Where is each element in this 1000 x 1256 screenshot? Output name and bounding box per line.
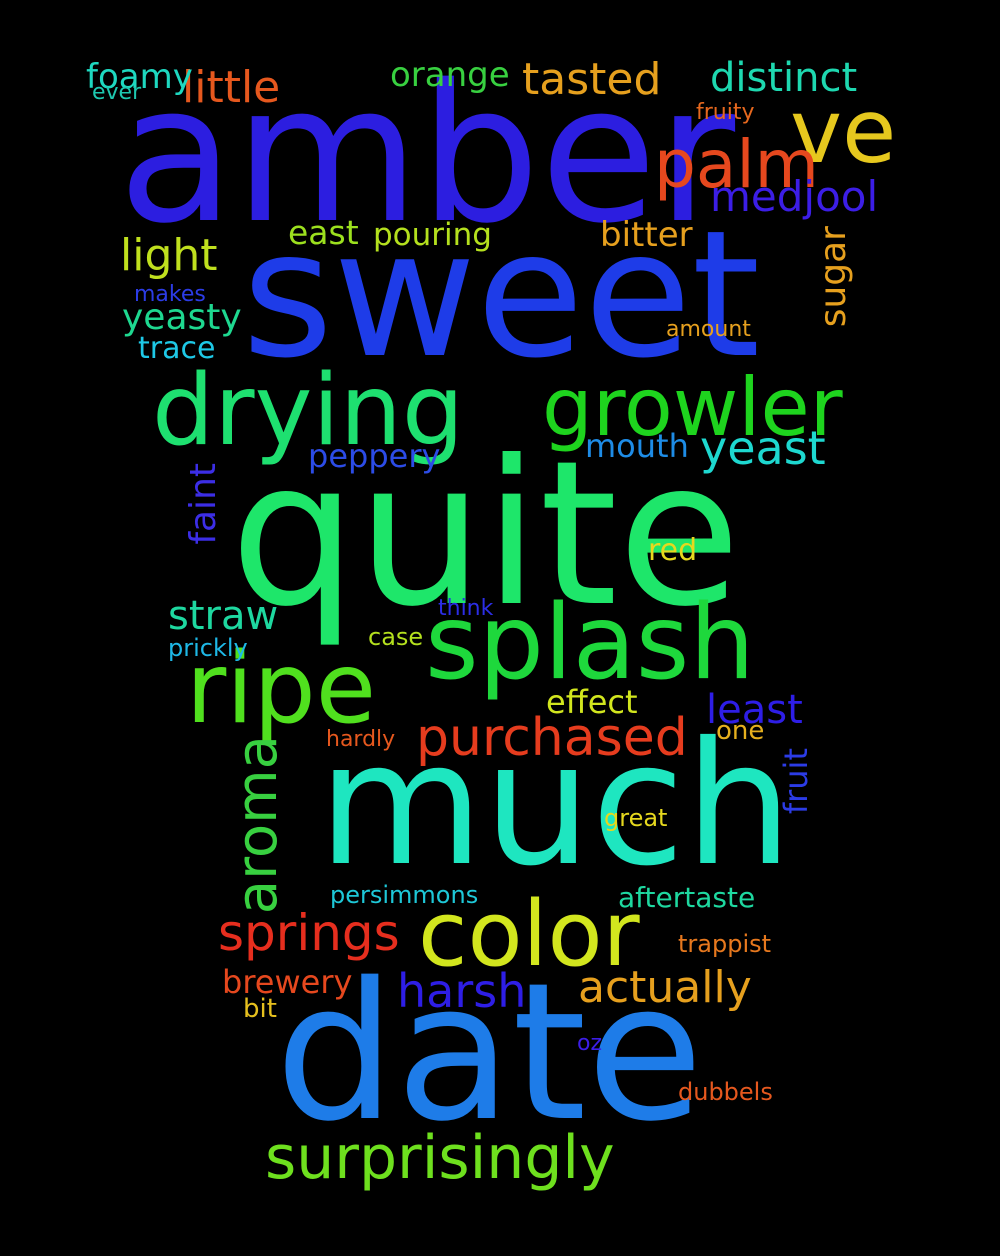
word-prickly: prickly [168, 634, 248, 662]
word-persimmons: persimmons [330, 881, 479, 909]
word-great: great [604, 804, 668, 832]
word-splash: splash [425, 583, 755, 703]
word-palm: palm [654, 126, 819, 203]
word-orange: orange [390, 55, 510, 95]
word-least: least [706, 687, 803, 733]
word-quite: quite [230, 418, 741, 651]
word-amber: amber [118, 44, 736, 265]
word-sugar: sugar [813, 226, 854, 328]
word-dubbels: dubbels [678, 1078, 773, 1106]
word-aroma: aroma [225, 735, 290, 915]
word-aftertaste: aftertaste [618, 881, 756, 914]
word-actually: actually [578, 962, 752, 1013]
word-purchased: purchased [416, 708, 688, 768]
word-surprisingly: surprisingly [265, 1123, 615, 1193]
word-mouth: mouth [585, 427, 689, 465]
word-bit: bit [243, 994, 277, 1024]
word-drying: drying [152, 354, 465, 468]
word-one: one [716, 716, 765, 746]
word-faint: faint [183, 463, 224, 545]
word-hardly: hardly [326, 727, 396, 752]
word-yeast: yeast [700, 421, 826, 475]
word-springs: springs [218, 904, 400, 962]
word-ripe: ripe [186, 632, 377, 746]
word-red: red [648, 533, 698, 568]
word-fruity: fruity [696, 100, 755, 125]
word-makes: makes [134, 282, 206, 307]
word-harsh: harsh [397, 964, 527, 1018]
word-foamy: foamy [86, 57, 193, 97]
word-amount: amount [666, 317, 751, 342]
word-color: color [418, 882, 640, 987]
word-case: case [368, 623, 424, 651]
word-little: little [182, 62, 281, 113]
word-fruit: fruit [777, 748, 815, 815]
word-trace: trace [138, 331, 216, 366]
word-east: east [288, 213, 359, 252]
word-think: think [438, 596, 494, 621]
word-light: light [120, 230, 218, 281]
word-trappist: trappist [678, 930, 772, 958]
word-ever: ever [92, 80, 142, 105]
word-yeasty: yeasty [122, 297, 242, 338]
word-distinct: distinct [710, 55, 858, 101]
word-tasted: tasted [522, 54, 662, 105]
word-ve: ve [790, 80, 897, 183]
word-sweet: sweet [242, 194, 761, 397]
word-much: much [318, 706, 793, 904]
word-date: date [275, 942, 704, 1163]
word-oz: oz [577, 1031, 603, 1056]
word-effect: effect [546, 683, 638, 721]
word-bitter: bitter [600, 215, 693, 255]
word-brewery: brewery [222, 963, 353, 1001]
word-pouring: pouring [373, 217, 492, 253]
word-peppery: peppery [308, 437, 441, 475]
word-straw: straw [168, 593, 279, 639]
word-medjool: medjool [710, 172, 879, 221]
word-growler: growler [542, 361, 843, 454]
